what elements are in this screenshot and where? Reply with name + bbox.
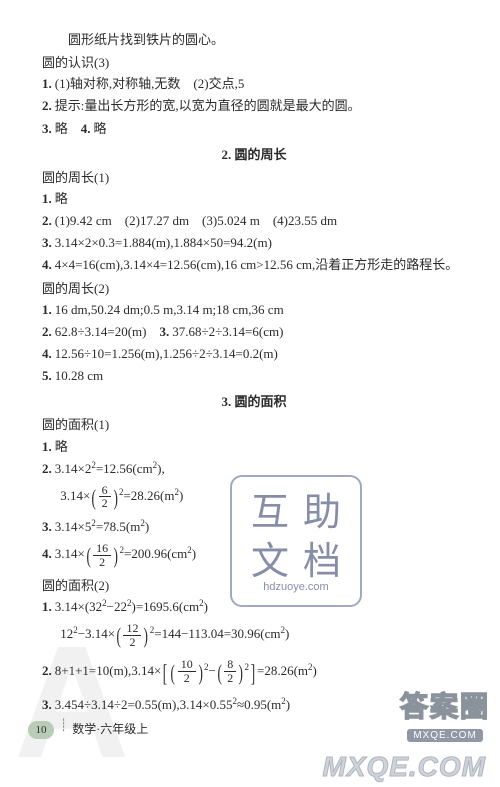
cir1-q1-text: 略 — [55, 191, 68, 206]
page-number-badge: 10 — [28, 721, 54, 739]
cir2-q4-text: 12.56÷10=1.256(m),1.256÷2÷3.14=0.2(m) — [55, 346, 278, 361]
rec3-q2: 2.提示:量出长方形的宽,以宽为直径的圆就是最大的圆。 — [42, 96, 466, 116]
area1-q2b-tail: =28.26(m — [123, 488, 174, 503]
footer-dots: ┊ — [60, 718, 69, 732]
area2-q1-line2: 122−3.14×(122)2=144−113.04=30.96(cm2) — [42, 619, 466, 653]
area2-q3: 3.3.454÷3.14÷2=0.55(m),3.14×0.552≈0.95(m… — [42, 695, 466, 715]
watermark-bottom: MXQE.COM — [322, 751, 486, 783]
area2-q1c: )=1695.6(cm — [132, 599, 200, 614]
area2-q3-tail: ≈0.95(m — [237, 697, 281, 712]
frac-num: 12 — [123, 622, 141, 636]
watermark-pill: MXQE.COM — [407, 729, 483, 742]
rec3-q2-text: 提示:量出长方形的宽,以宽为直径的圆就是最大的圆。 — [55, 98, 361, 113]
fraction: 162 — [93, 542, 111, 568]
area2-q1a: 3.14×(32 — [55, 599, 102, 614]
cir1-q4: 4.4×4=16(cm),3.14×4=12.56(cm),16 cm>12.5… — [42, 255, 466, 275]
area1-q3-pre: 3.14×5 — [55, 519, 92, 534]
area1-q1: 1.略 — [42, 437, 466, 457]
intro-line: 圆形纸片找到铁片的圆心。 — [42, 30, 466, 50]
cir1-q4-text: 4×4=16(cm),3.14×4=12.56(cm),16 cm>12.56 … — [55, 257, 459, 272]
cir1-q1: 1.略 — [42, 189, 466, 209]
area2-q2-tail: =28.26(m — [257, 663, 308, 678]
area1-q4-pre: 3.14× — [55, 546, 85, 561]
area2-title: 圆的面积(2) — [42, 576, 466, 596]
rec3-q4-text: 略 — [94, 121, 107, 136]
rec3-title: 圆的认识(3) — [42, 53, 466, 73]
fraction: 122 — [123, 622, 141, 648]
cir2-q1: 1.16 dm,50.24 dm;0.5 m,3.14 m;18 cm,36 c… — [42, 300, 466, 320]
fraction: 102 — [178, 658, 196, 684]
cir2-q4: 4.12.56÷10=1.256(m),1.256÷2÷3.14=0.2(m) — [42, 344, 466, 364]
area2-q1-line1: 1.3.14×(322−222)=1695.6(cm2) — [42, 597, 466, 617]
area2-q1b: −22 — [107, 599, 127, 614]
cir1-q2: 2.(1)9.42 cm (2)17.27 dm (3)5.024 m (4)2… — [42, 211, 466, 231]
area2-q1d-mid: −3.14× — [78, 626, 115, 641]
rec3-q3-text: 略 — [55, 121, 68, 136]
area1-title: 圆的面积(1) — [42, 415, 466, 435]
area1-q2-line1: 2.3.14×22=12.56(cm2), — [42, 459, 466, 479]
section-3-title: 3. 圆的面积 — [42, 392, 466, 412]
section-2-title: 2. 圆的周长 — [42, 145, 466, 165]
frac-den: 2 — [178, 672, 196, 685]
frac-den: 2 — [93, 556, 111, 569]
area1-q2b-pre: 3.14× — [60, 488, 90, 503]
cir2-q1-text: 16 dm,50.24 dm;0.5 m,3.14 m;18 cm,36 cm — [55, 302, 284, 317]
area2-q1d-tail: =144−113.04=30.96(cm — [154, 626, 280, 641]
area1-q2a: 3.14×2 — [55, 461, 92, 476]
area1-q2a-tail: =12.56(cm — [96, 461, 153, 476]
area1-q3-tail: =78.5(m — [96, 519, 141, 534]
footer-label: 数学·六年级上 — [72, 722, 148, 736]
area1-q1-text: 略 — [55, 439, 68, 454]
fraction: 62 — [99, 484, 111, 510]
frac-num: 16 — [93, 542, 111, 556]
page-content: 圆形纸片找到铁片的圆心。 圆的认识(3) 1.(1)轴对称,对称轴,无数 (2)… — [0, 0, 500, 715]
area1-q2-line2: 3.14×(62)2=28.26(m2) — [42, 481, 466, 515]
cir1-title: 圆的周长(1) — [42, 168, 466, 188]
frac-num: 6 — [99, 484, 111, 498]
cir2-q5-text: 10.28 cm — [55, 368, 103, 383]
cir2-q5: 5.10.28 cm — [42, 366, 466, 386]
area2-q3-text: 3.454÷3.14÷2=0.55(m),3.14×0.55 — [55, 697, 233, 712]
area2-q2a: 8+1+1=10(m),3.14× — [55, 663, 162, 678]
cir1-q3-text: 3.14×2×0.3=1.884(m),1.884×50=94.2(m) — [55, 235, 272, 250]
cir2-title: 圆的周长(2) — [42, 279, 466, 299]
area2-q1d-pre: 12 — [60, 626, 73, 641]
frac-den: 2 — [123, 636, 141, 649]
frac-num: 10 — [178, 658, 196, 672]
cir2-q2-text: 62.8÷3.14=20(m) — [55, 324, 147, 339]
cir1-q2-text: (1)9.42 cm (2)17.27 dm (3)5.024 m (4)23.… — [55, 213, 337, 228]
area2-q2: 2.8+1+1=10(m),3.14×[(102)2−(82)2]=28.26(… — [42, 656, 466, 693]
area1-q4-tail: =200.96(cm — [124, 546, 187, 561]
cir2-q3-text: 37.68÷2÷3.14=6(cm) — [172, 324, 283, 339]
cir1-q3: 3.3.14×2×0.3=1.884(m),1.884×50=94.2(m) — [42, 233, 466, 253]
frac-den: 2 — [99, 497, 111, 510]
rec3-q34: 3.略 4.略 — [42, 119, 466, 139]
cir2-q23: 2.62.8÷3.14=20(m) 3.37.68÷2÷3.14=6(cm) — [42, 322, 466, 342]
rec3-q1: 1.(1)轴对称,对称轴,无数 (2)交点,5 — [42, 74, 466, 94]
frac-den: 2 — [224, 672, 236, 685]
rec3-q1-text: (1)轴对称,对称轴,无数 (2)交点,5 — [55, 76, 245, 91]
frac-num: 8 — [224, 658, 236, 672]
area1-q3: 3.3.14×52=78.5(m2) — [42, 517, 466, 537]
page-footer: 10 ┊ 数学·六年级上 — [28, 718, 148, 739]
area1-q4: 4.3.14×(162)2=200.96(cm2) — [42, 539, 466, 573]
fraction: 82 — [224, 658, 236, 684]
